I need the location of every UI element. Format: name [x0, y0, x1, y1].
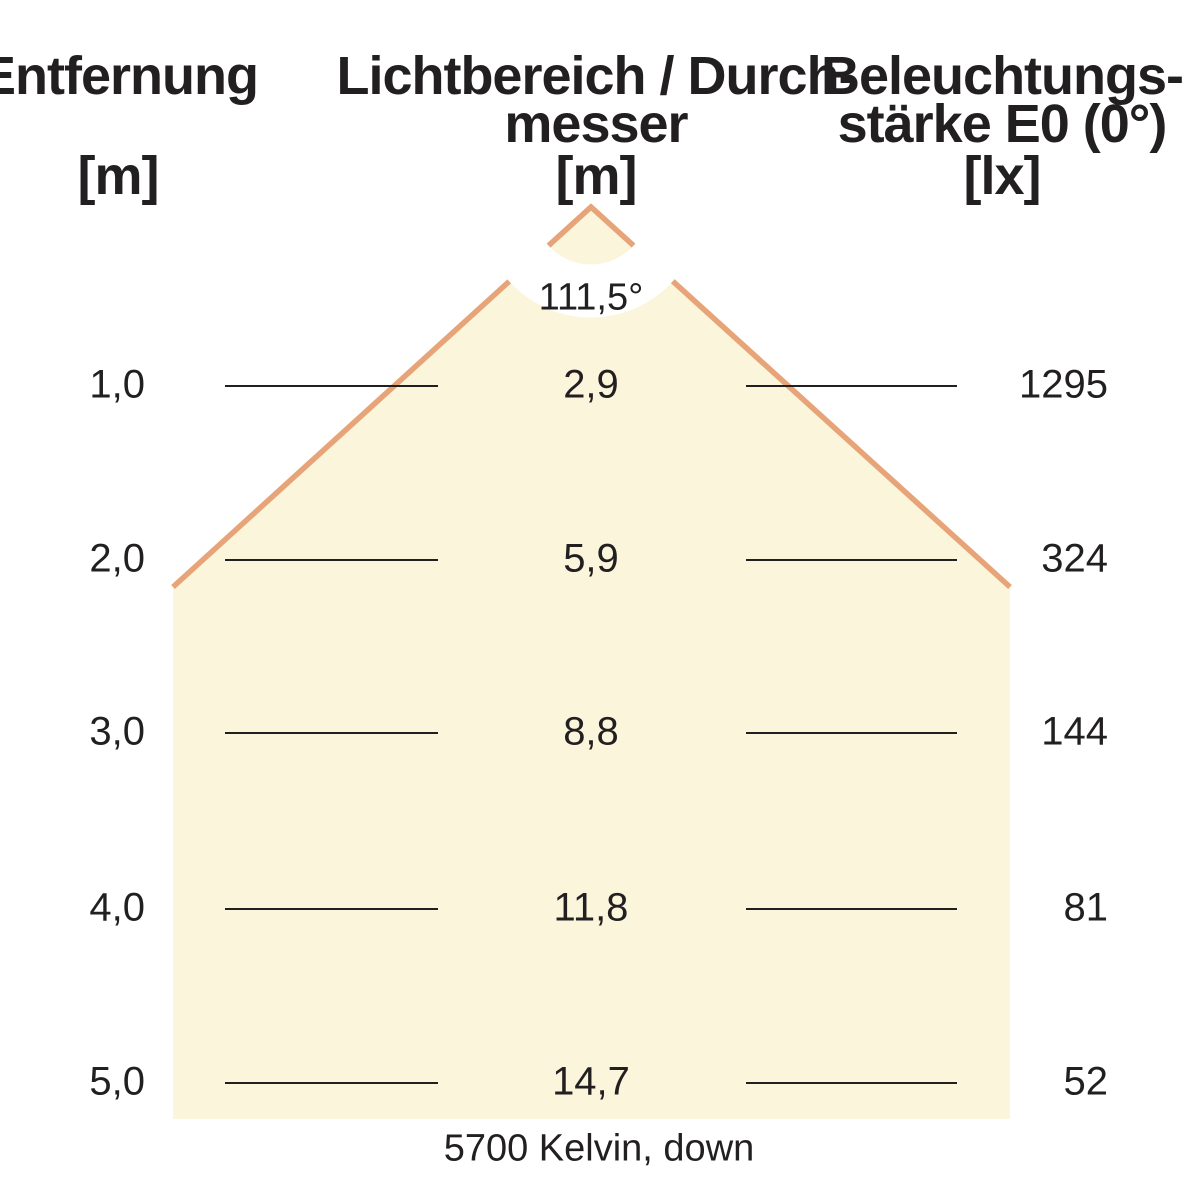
- header-illuminance-title-line1: Beleuchtungs-: [820, 45, 1182, 106]
- illuminance-value: 81: [1063, 885, 1109, 930]
- right-connector-line: [746, 732, 957, 734]
- beam-cone-edge-stroke: [171, 203, 1012, 590]
- header-diameter-unit: [m]: [555, 145, 638, 206]
- caption-kelvin-orientation: 5700 Kelvin, down: [443, 1127, 755, 1170]
- distance-value: 4,0: [89, 885, 145, 930]
- diameter-value: 8,8: [563, 709, 619, 754]
- left-connector-line: [225, 732, 438, 734]
- right-connector-line: [746, 908, 957, 910]
- diameter-value: 2,9: [563, 362, 619, 407]
- diameter-value: 14,7: [552, 1059, 630, 1104]
- right-connector-line: [746, 559, 957, 561]
- beam-angle-arc-band: [480, 96, 702, 318]
- distance-value: 2,0: [89, 536, 145, 581]
- header-illuminance-title-line2: stärke E0 (0°): [837, 93, 1168, 154]
- left-connector-line: [225, 908, 438, 910]
- header-illuminance-unit: [lx]: [963, 145, 1042, 206]
- left-connector-line: [225, 385, 438, 387]
- distance-value: 1,0: [89, 362, 145, 407]
- header-diameter-title-line2: messer: [504, 93, 688, 154]
- distance-value: 5,0: [89, 1059, 145, 1104]
- illuminance-value: 324: [1041, 536, 1108, 581]
- illuminance-value: 144: [1041, 709, 1108, 754]
- beam-cone-fill: [173, 207, 1010, 1119]
- diameter-value: 11,8: [553, 885, 629, 930]
- distance-value: 3,0: [89, 709, 145, 754]
- left-connector-line: [225, 559, 438, 561]
- beam-angle-value: 111,5°: [538, 276, 644, 319]
- header-distance-title: Entfernung: [0, 45, 259, 106]
- illuminance-value: 1295: [1019, 362, 1108, 407]
- diameter-value: 5,9: [563, 536, 619, 581]
- header-diameter-title-line1: Lichtbereich / Durch-: [336, 45, 856, 106]
- header-distance-unit: [m]: [77, 145, 160, 206]
- right-connector-line: [746, 385, 957, 387]
- left-connector-line: [225, 1082, 438, 1084]
- illuminance-value: 52: [1063, 1059, 1109, 1104]
- right-connector-line: [746, 1082, 957, 1084]
